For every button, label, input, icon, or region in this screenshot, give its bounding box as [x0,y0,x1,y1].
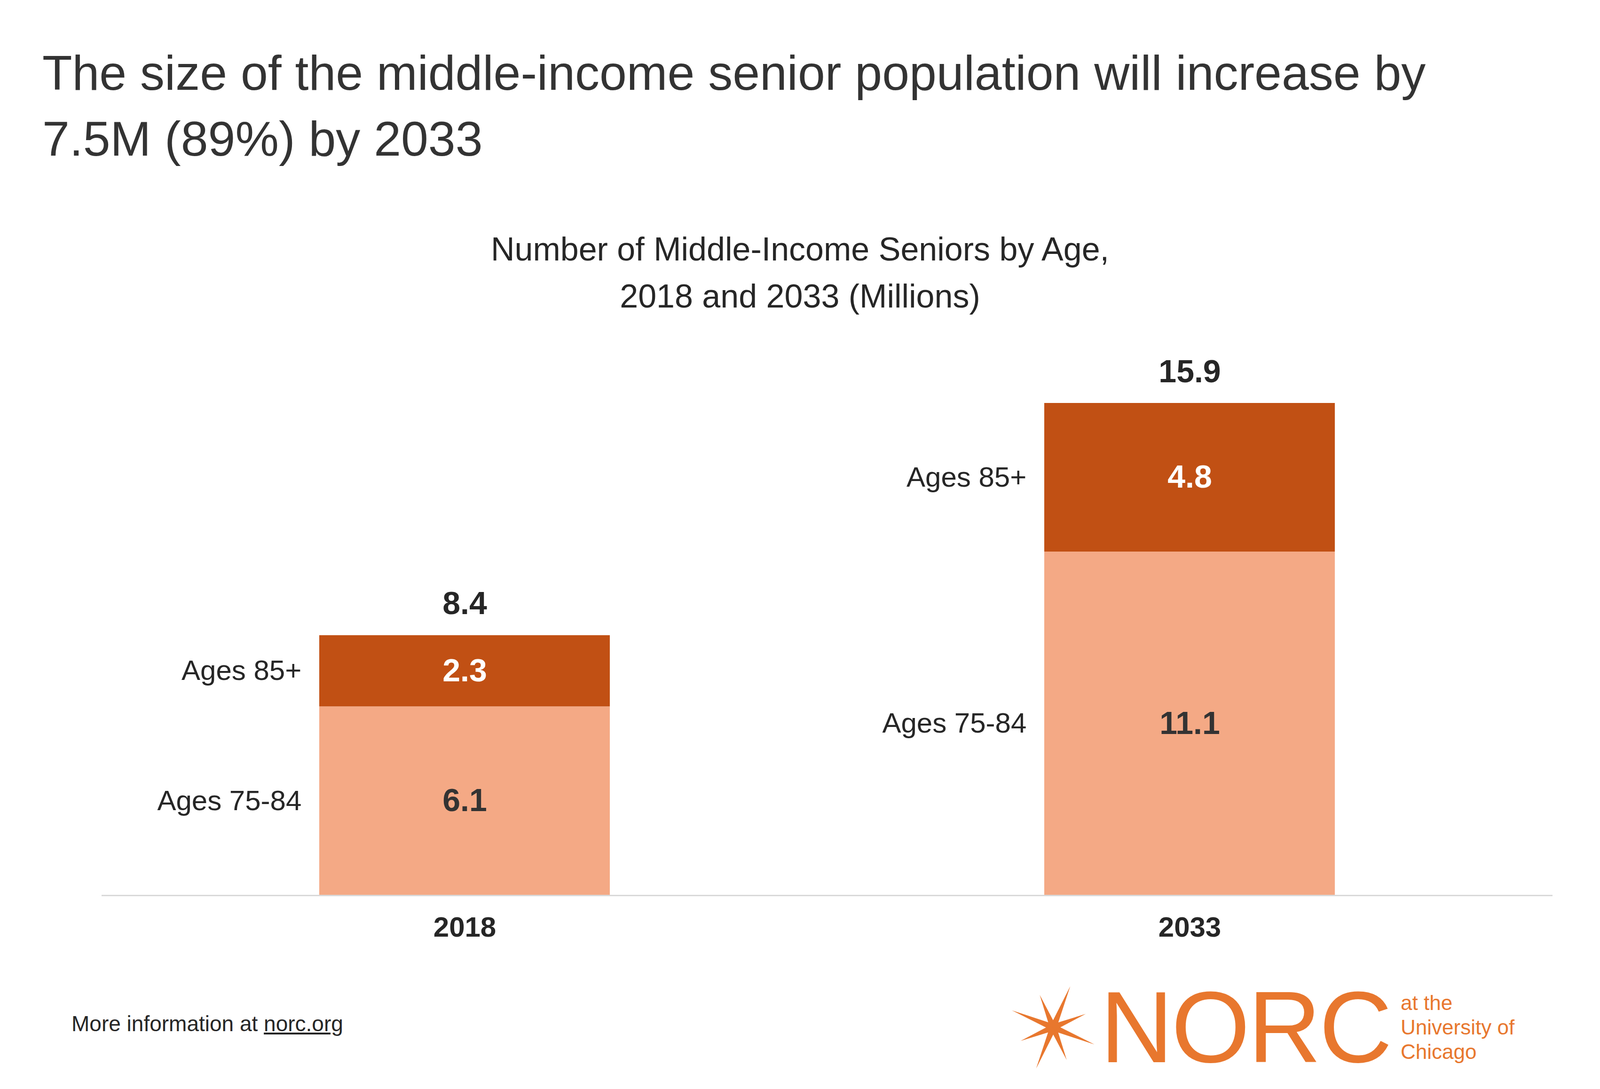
svg-text:2033: 2033 [1158,911,1222,943]
svg-text:11.1: 11.1 [1159,704,1221,741]
html-text:More information at norc.org: More information at norc.org [71,1011,344,1036]
svg-text:2.3: 2.3 [442,652,488,688]
svg-text:15.9: 15.9 [1158,353,1221,389]
html-text:2018 and 2033 (Millions): 2018 and 2033 (Millions) [619,277,981,315]
html-text:University of: University of [1400,1015,1515,1039]
svg-text:8.4: 8.4 [442,584,488,621]
svg-text:6.1: 6.1 [442,781,488,818]
html-text:Number of Middle-Income Senior: Number of Middle-Income Seniors by Age, [490,230,1110,268]
svg-text:2018: 2018 [433,911,497,943]
html-text:The size of the middle-income: The size of the middle-income senior pop… [42,45,1426,166]
svg-text:Ages 75-84: Ages 75-84 [882,707,1027,739]
svg-text:Ages 85+: Ages 85+ [181,654,302,686]
svg-text:Ages 75-84: Ages 75-84 [157,784,302,817]
html-text:NORC: NORC [1100,970,1391,1084]
html-text:at the: at the [1400,991,1453,1015]
svg-text:4.8: 4.8 [1167,458,1213,495]
html-text:Chicago: Chicago [1400,1040,1477,1064]
svg-text:Ages 85+: Ages 85+ [906,461,1027,493]
